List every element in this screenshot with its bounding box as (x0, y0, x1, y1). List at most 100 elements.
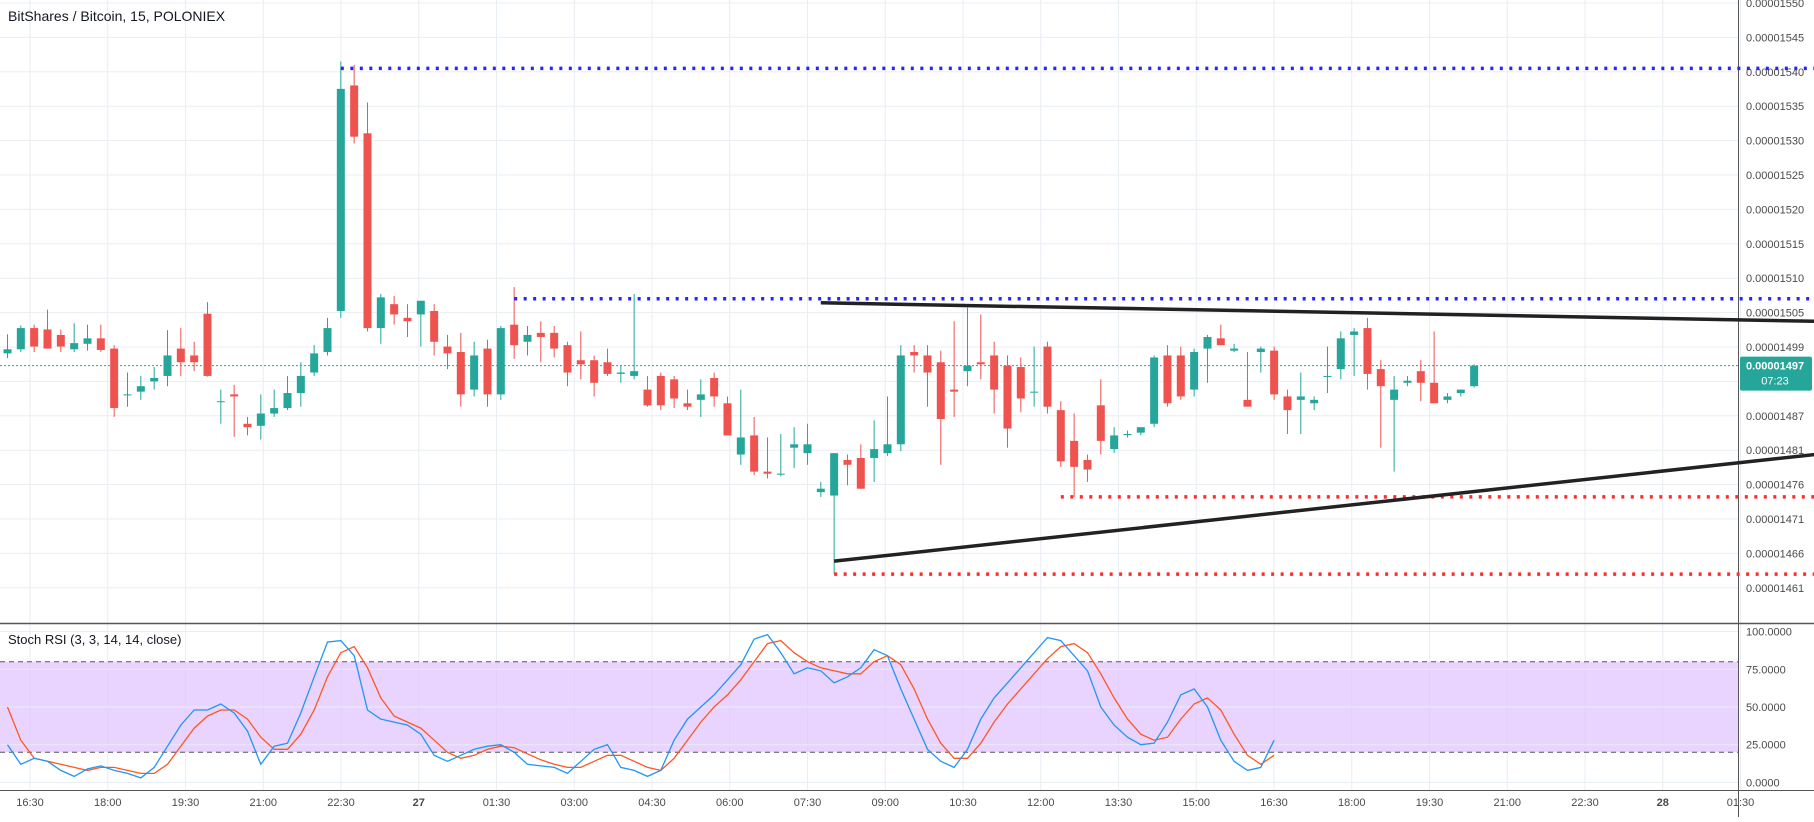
candle-body-up[interactable] (256, 413, 265, 426)
candle-body-down[interactable] (990, 355, 999, 390)
candle-body-up[interactable] (1150, 357, 1159, 424)
candle-body-up[interactable] (1443, 396, 1452, 400)
candle-body-up[interactable] (1403, 380, 1412, 383)
candle-body-up[interactable] (216, 401, 225, 403)
candle-body-down[interactable] (1216, 338, 1225, 346)
candle-body-up[interactable] (1296, 396, 1305, 400)
candle-body-up[interactable] (1456, 389, 1465, 394)
candle-body-up[interactable] (150, 377, 159, 382)
candle-body-down[interactable] (856, 457, 865, 489)
candle-body-down[interactable] (230, 394, 239, 397)
candle-body-up[interactable] (1230, 348, 1239, 351)
candle-body-down[interactable] (456, 352, 465, 395)
candle-body-up[interactable] (1110, 435, 1119, 450)
candle-body-down[interactable] (350, 85, 359, 137)
candle-body-up[interactable] (83, 338, 92, 344)
candle-body-down[interactable] (243, 423, 252, 428)
candle-body-up[interactable] (1123, 434, 1132, 436)
candle-body-up[interactable] (416, 300, 425, 315)
candle-body-down[interactable] (590, 360, 599, 383)
candle-body-down[interactable] (1270, 350, 1279, 395)
candle-body-down[interactable] (96, 338, 105, 350)
candle-body-down[interactable] (1096, 405, 1105, 441)
candle-body-down[interactable] (56, 334, 65, 347)
candle-body-down[interactable] (43, 329, 52, 349)
candle-body-up[interactable] (376, 297, 385, 329)
candle-body-down[interactable] (536, 332, 545, 337)
candle-body-up[interactable] (1470, 365, 1479, 387)
candle-body-down[interactable] (1283, 396, 1292, 411)
candle-body-up[interactable] (310, 353, 319, 373)
candle-body-down[interactable] (443, 346, 452, 354)
candle-body-down[interactable] (656, 375, 665, 406)
candle-body-up[interactable] (296, 375, 305, 394)
candle-body-down[interactable] (1070, 440, 1079, 467)
candle-body-down[interactable] (1043, 346, 1052, 407)
candle-body-up[interactable] (523, 334, 532, 342)
candle-body-down[interactable] (190, 355, 199, 363)
candle-body-down[interactable] (390, 304, 399, 315)
candle-body-up[interactable] (70, 343, 79, 350)
candle-body-up[interactable] (470, 355, 479, 390)
candle-body-down[interactable] (936, 362, 945, 419)
candle-body-up[interactable] (1203, 336, 1212, 349)
candle-body-down[interactable] (750, 435, 759, 472)
candle-body-up[interactable] (1310, 399, 1319, 404)
candle-body-up[interactable] (496, 328, 505, 395)
candle-body-up[interactable] (776, 473, 785, 475)
candle-body-down[interactable] (430, 311, 439, 342)
candle-body-up[interactable] (1136, 427, 1145, 433)
candle-body-up[interactable] (736, 437, 745, 455)
candle-body-down[interactable] (1176, 355, 1185, 397)
candle-body-up[interactable] (630, 371, 639, 376)
candle-body-down[interactable] (203, 313, 212, 376)
candle-body-up[interactable] (803, 444, 812, 454)
candle-body-down[interactable] (563, 345, 572, 373)
candle-body-down[interactable] (1376, 369, 1385, 387)
candle-body-down[interactable] (1083, 460, 1092, 470)
candle-body-down[interactable] (683, 403, 692, 407)
candle-body-down[interactable] (976, 362, 985, 365)
candle-body-up[interactable] (1390, 389, 1399, 400)
candle-body-up[interactable] (1190, 352, 1199, 390)
candle-body-down[interactable] (710, 377, 719, 397)
candle-body-down[interactable] (483, 348, 492, 395)
candle-body-up[interactable] (1350, 331, 1359, 335)
candle-body-up[interactable] (123, 394, 132, 396)
candle-body-down[interactable] (723, 403, 732, 436)
candle-body-up[interactable] (1323, 375, 1332, 377)
candle-body-up[interactable] (870, 449, 879, 458)
candle-body-down[interactable] (363, 133, 372, 329)
candle-body-up[interactable] (270, 408, 279, 414)
candle-body-up[interactable] (163, 355, 172, 376)
candle-body-down[interactable] (176, 348, 185, 363)
candle-body-up[interactable] (616, 372, 625, 374)
candle-body-down[interactable] (110, 348, 119, 409)
candle-body-up[interactable] (896, 355, 905, 445)
trendline-top[interactable] (820, 301, 1814, 334)
candle-body-down[interactable] (763, 471, 772, 474)
candle-body-down[interactable] (950, 389, 959, 392)
candle-body-down[interactable] (1163, 355, 1172, 404)
candle-body-up[interactable] (1336, 338, 1345, 370)
candle-body-down[interactable] (1363, 328, 1372, 374)
candle-body-down[interactable] (510, 324, 519, 346)
candle-body-up[interactable] (883, 444, 892, 454)
candle-body-down[interactable] (1056, 410, 1065, 462)
candle-body-up[interactable] (1030, 391, 1039, 393)
candle-body-down[interactable] (1430, 382, 1439, 404)
candle-body-down[interactable] (923, 355, 932, 373)
candle-body-down[interactable] (603, 362, 612, 374)
candle-body-up[interactable] (963, 365, 972, 372)
candle-body-down[interactable] (1416, 371, 1425, 383)
candle-body-down[interactable] (843, 460, 852, 465)
candle-body-up[interactable] (3, 349, 12, 354)
candle-body-down[interactable] (30, 328, 39, 347)
candle-body-down[interactable] (643, 389, 652, 406)
candle-body-up[interactable] (816, 488, 825, 493)
trendline-bottom[interactable] (833, 383, 1814, 563)
candle-body-down[interactable] (670, 379, 679, 399)
candle-body-up[interactable] (336, 88, 345, 311)
